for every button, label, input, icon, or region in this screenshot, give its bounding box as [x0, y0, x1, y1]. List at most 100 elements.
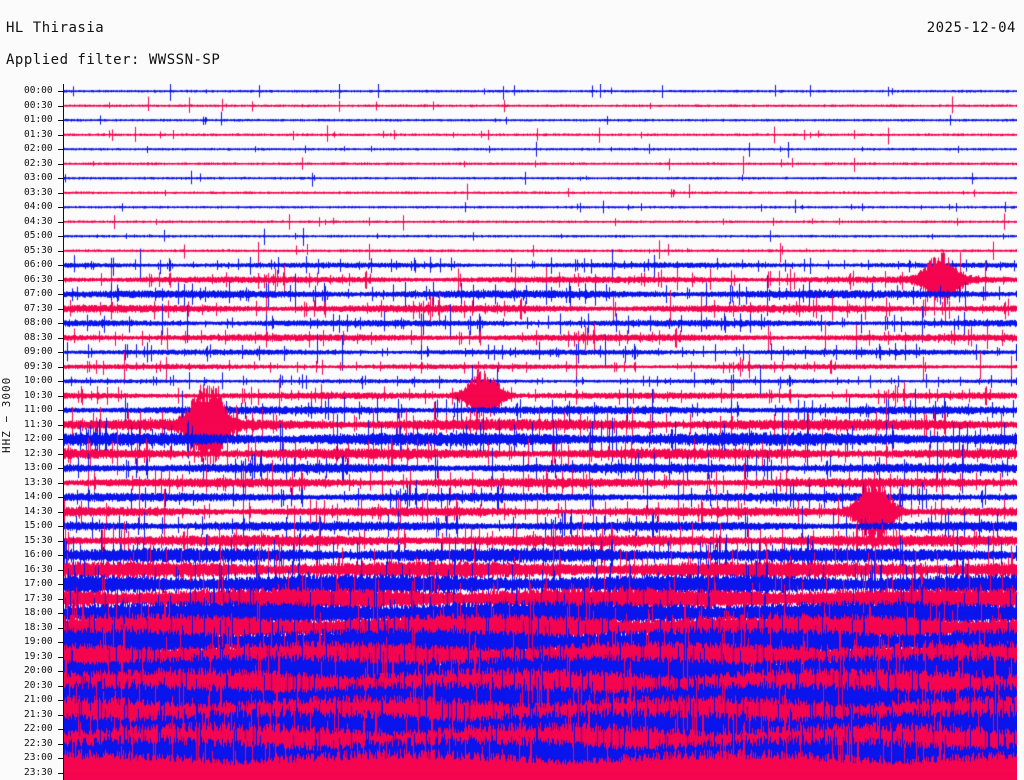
time-axis-tick-label: 02:00	[24, 143, 53, 155]
y-axis-tick	[58, 323, 63, 325]
time-axis-tick-label: 08:30	[24, 331, 53, 343]
station-title: HL Thirasia	[6, 20, 105, 36]
y-axis-tick	[58, 105, 63, 107]
time-axis-tick-label: 10:30	[24, 389, 53, 401]
time-axis-tick-label: 20:30	[24, 679, 53, 691]
chart-header: HL Thirasia 2025-12-04 Applied filter: W…	[0, 0, 1024, 84]
y-axis-tick	[58, 584, 63, 586]
time-axis-labels: 00:00 00:30 01:00 01:30 02:00 02:30 03:00 03:30…	[24, 84, 60, 780]
time-axis-tick-label: 11:30	[24, 418, 53, 430]
time-axis-tick-label: 00:00	[24, 85, 53, 97]
time-axis-tick-label: 00:30	[24, 99, 53, 111]
trace-canvas	[64, 84, 1017, 780]
time-axis-tick-label: 21:00	[24, 694, 53, 706]
time-axis-tick-label: 04:30	[24, 215, 53, 227]
y-axis-tick	[58, 294, 63, 296]
time-axis-tick-label: 16:00	[24, 549, 53, 561]
y-axis-tick	[58, 743, 63, 745]
time-axis-tick-label: 03:30	[24, 186, 53, 198]
y-axis-tick	[58, 424, 63, 426]
y-axis-tick	[58, 598, 63, 600]
y-axis-tick	[58, 613, 63, 615]
time-axis-tick-label: 01:00	[24, 114, 53, 126]
time-axis-tick-label: 14:00	[24, 491, 53, 503]
y-axis-tick	[58, 642, 63, 644]
y-axis-tick	[58, 250, 63, 252]
time-axis-tick-label: 11:00	[24, 404, 53, 416]
y-axis-tick	[58, 366, 63, 368]
seismogram-traces	[64, 84, 1017, 780]
time-axis-tick-label: 07:00	[24, 288, 53, 300]
y-axis-tick	[58, 714, 63, 716]
y-axis-tick	[58, 468, 63, 470]
time-axis-tick-label: 22:00	[24, 723, 53, 735]
time-axis-tick-label: 07:30	[24, 302, 53, 314]
time-axis-tick-label: 15:00	[24, 520, 53, 532]
time-axis-tick-label: 06:00	[24, 259, 53, 271]
time-axis-tick-label: 08:00	[24, 317, 53, 329]
y-axis-tick	[58, 671, 63, 673]
y-axis-tick	[58, 729, 63, 731]
time-axis-tick-label: 23:30	[24, 766, 53, 778]
time-axis-tick-label: 09:30	[24, 360, 53, 372]
time-axis-tick-label: 20:00	[24, 665, 53, 677]
y-axis-tick	[58, 381, 63, 383]
y-axis-tick	[58, 439, 63, 441]
y-axis-tick	[58, 700, 63, 702]
y-axis-tick	[58, 685, 63, 687]
y-axis-tick	[58, 758, 63, 760]
time-axis-tick-label: 05:30	[24, 244, 53, 256]
y-axis-tick	[58, 163, 63, 165]
time-axis-tick-label: 03:00	[24, 172, 53, 184]
time-axis-tick-label: 19:30	[24, 650, 53, 662]
y-axis-tick	[58, 178, 63, 180]
time-axis-tick-label: 06:30	[24, 273, 53, 285]
y-axis-tick	[58, 511, 63, 513]
time-axis-tick-label: 15:30	[24, 534, 53, 546]
time-axis-tick-label: 18:30	[24, 621, 53, 633]
applied-filter-label: Applied filter: WWSSN-SP	[6, 52, 221, 68]
y-axis-tick	[58, 352, 63, 354]
y-axis-tick	[58, 192, 63, 194]
time-axis-tick-label: 12:00	[24, 433, 53, 445]
y-axis-tick	[58, 91, 63, 93]
y-axis-tick	[58, 265, 63, 267]
y-axis-tick	[58, 410, 63, 412]
y-axis-tick	[58, 207, 63, 209]
time-axis-tick-label: 17:30	[24, 592, 53, 604]
y-axis-tick	[58, 482, 63, 484]
y-axis-tick	[58, 555, 63, 557]
time-axis-tick-label: 02:30	[24, 157, 53, 169]
y-axis-tick	[58, 308, 63, 310]
time-axis-tick-label: 13:30	[24, 476, 53, 488]
time-axis-tick-label: 09:00	[24, 346, 53, 358]
record-date: 2025-12-04	[926, 20, 1016, 36]
time-axis-tick-label: 21:30	[24, 708, 53, 720]
y-axis-tick	[58, 236, 63, 238]
y-axis-tick	[58, 120, 63, 122]
time-axis-tick-label: 17:00	[24, 578, 53, 590]
y-axis-tick	[58, 656, 63, 658]
y-axis-tick	[58, 497, 63, 499]
time-axis-tick-label: 12:30	[24, 447, 53, 459]
y-axis-tick	[58, 569, 63, 571]
y-axis-tick	[58, 526, 63, 528]
time-axis-tick-label: 22:30	[24, 737, 53, 749]
time-axis-tick-label: 04:00	[24, 201, 53, 213]
time-axis-tick-label: 23:00	[24, 752, 53, 764]
time-axis-tick-label: 05:00	[24, 230, 53, 242]
time-axis-tick-label: 19:00	[24, 636, 53, 648]
y-axis-tick	[58, 279, 63, 281]
y-axis-tick	[58, 221, 63, 223]
time-axis-tick-label: 14:30	[24, 505, 53, 517]
y-axis-line	[63, 84, 64, 780]
y-axis-tick	[58, 453, 63, 455]
y-axis-tick	[58, 149, 63, 151]
y-axis-label: HHZ − 3000	[0, 376, 13, 454]
time-axis-tick-label: 01:30	[24, 128, 53, 140]
time-axis-tick-label: 13:00	[24, 462, 53, 474]
y-axis-tick	[58, 772, 63, 774]
time-axis-tick-label: 18:00	[24, 607, 53, 619]
y-axis-tick	[58, 395, 63, 397]
y-axis-tick	[58, 134, 63, 136]
